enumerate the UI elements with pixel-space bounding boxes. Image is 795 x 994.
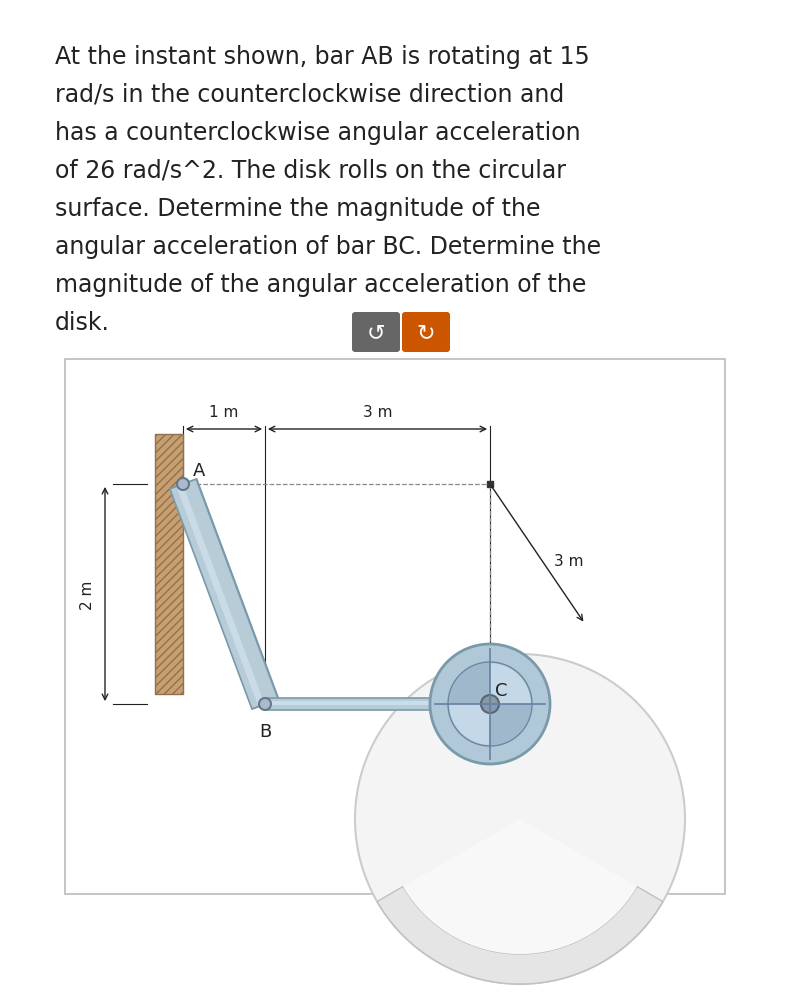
Text: angular acceleration of bar BC. Determine the: angular acceleration of bar BC. Determin… <box>55 235 601 258</box>
Bar <box>265 699 505 711</box>
Circle shape <box>481 695 499 714</box>
Circle shape <box>448 662 532 746</box>
Text: At the instant shown, bar AB is rotating at 15: At the instant shown, bar AB is rotating… <box>55 45 590 69</box>
Text: surface. Determine the magnitude of the: surface. Determine the magnitude of the <box>55 197 541 221</box>
Polygon shape <box>403 819 637 954</box>
Bar <box>155 434 183 694</box>
Text: 3 m: 3 m <box>363 405 392 419</box>
Wedge shape <box>449 664 490 705</box>
Text: B: B <box>259 723 271 741</box>
FancyBboxPatch shape <box>402 313 450 353</box>
Text: disk.: disk. <box>55 311 110 335</box>
Text: has a counterclockwise angular acceleration: has a counterclockwise angular accelerat… <box>55 121 580 145</box>
Wedge shape <box>449 705 490 746</box>
Circle shape <box>355 654 685 984</box>
Circle shape <box>430 644 550 764</box>
Text: 1 m: 1 m <box>209 405 238 419</box>
Text: ↺: ↺ <box>366 323 386 343</box>
Polygon shape <box>170 480 279 709</box>
Text: ↻: ↻ <box>417 323 436 343</box>
Text: rad/s in the counterclockwise direction and: rad/s in the counterclockwise direction … <box>55 83 564 107</box>
Bar <box>265 702 505 706</box>
Text: 3 m: 3 m <box>554 554 584 569</box>
Polygon shape <box>170 480 278 709</box>
Text: magnitude of the angular acceleration of the: magnitude of the angular acceleration of… <box>55 272 587 296</box>
Bar <box>155 434 183 694</box>
Circle shape <box>259 699 271 711</box>
FancyBboxPatch shape <box>352 313 400 353</box>
Bar <box>65 360 725 894</box>
Circle shape <box>177 478 189 490</box>
Polygon shape <box>176 482 264 707</box>
Text: A: A <box>193 461 205 479</box>
Text: C: C <box>495 681 507 700</box>
Wedge shape <box>490 664 531 705</box>
Polygon shape <box>377 887 663 984</box>
Wedge shape <box>490 705 531 746</box>
Text: 2 m: 2 m <box>80 580 95 609</box>
Text: of 26 rad/s^2. The disk rolls on the circular: of 26 rad/s^2. The disk rolls on the cir… <box>55 159 566 183</box>
